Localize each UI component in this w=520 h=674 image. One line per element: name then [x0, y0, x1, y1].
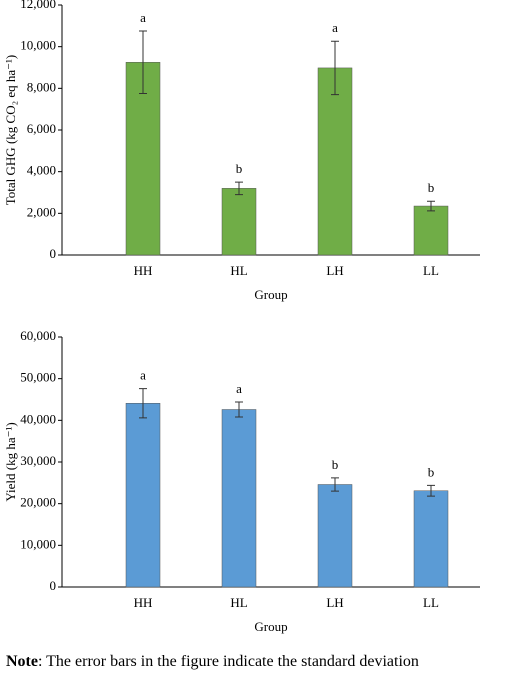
error-bar	[139, 30, 147, 95]
x-tick-label: HH	[134, 263, 153, 278]
x-tick-label: LH	[326, 263, 343, 278]
significance-letter: b	[332, 457, 339, 472]
bar	[221, 409, 257, 588]
bar	[221, 188, 257, 256]
error-bar	[331, 477, 339, 492]
note-text: : The error bars in the figure indicate …	[38, 653, 419, 670]
significance-letter: a	[236, 381, 242, 396]
note-label: Note	[6, 653, 38, 670]
error-bar	[139, 388, 147, 419]
significance-letter: b	[428, 464, 435, 479]
error-bar	[331, 40, 339, 96]
y-tick-label: 6,000	[27, 121, 56, 136]
error-bar	[427, 200, 435, 212]
error-bar	[235, 181, 243, 196]
error-bar	[235, 401, 243, 418]
bar	[317, 67, 353, 256]
y-tick-label: 4,000	[27, 163, 56, 178]
y-tick-label: 0	[50, 246, 57, 261]
x-tick-label: HL	[230, 263, 247, 278]
y-tick-label: 10,000	[20, 536, 56, 551]
bar	[317, 484, 353, 588]
significance-letter: a	[140, 10, 146, 25]
x-tick-label: HH	[134, 595, 153, 610]
x-tick-label: HL	[230, 595, 247, 610]
error-bar	[427, 484, 435, 497]
significance-letter: b	[236, 161, 243, 176]
x-tick-label: LL	[423, 263, 439, 278]
y-axis-title: Total GHG (kg CO₂ eq ha⁻¹)	[3, 55, 18, 206]
x-axis-title: Group	[254, 619, 287, 634]
significance-letter: a	[332, 20, 338, 35]
y-tick-label: 60,000	[20, 328, 56, 343]
bar	[125, 62, 161, 256]
x-tick-label: LL	[423, 595, 439, 610]
y-tick-label: 50,000	[20, 370, 56, 385]
y-tick-label: 0	[50, 578, 57, 593]
y-tick-label: 30,000	[20, 453, 56, 468]
significance-letter: a	[140, 368, 146, 383]
x-axis-title: Group	[254, 287, 287, 302]
y-tick-label: 10,000	[20, 38, 56, 53]
y-tick-label: 8,000	[27, 79, 56, 94]
bar	[125, 403, 161, 588]
y-tick-label: 20,000	[20, 495, 56, 510]
y-tick-label: 2,000	[27, 204, 56, 219]
significance-letter: b	[428, 180, 435, 195]
note: Note: The error bars in the figure indic…	[6, 653, 419, 670]
y-axis-title: Yield (kg ha⁻¹)	[3, 422, 18, 501]
x-tick-label: LH	[326, 595, 343, 610]
y-tick-label: 40,000	[20, 411, 56, 426]
bar	[413, 205, 449, 256]
y-tick-label: 12,000	[20, 0, 56, 11]
bar	[413, 490, 449, 588]
